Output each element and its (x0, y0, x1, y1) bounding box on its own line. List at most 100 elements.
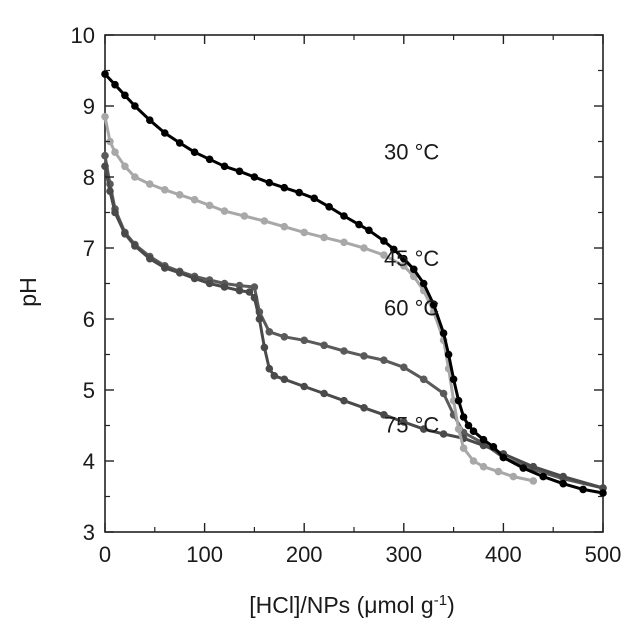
data-point (236, 168, 244, 176)
data-point (101, 152, 109, 160)
data-point (445, 351, 453, 359)
data-point (176, 269, 184, 277)
data-point (500, 454, 508, 462)
data-point (325, 203, 333, 211)
y-axis-label: pH (15, 277, 41, 306)
data-point (106, 187, 114, 195)
annotation-layer: 30 °C45 °C60 °C75 °C (384, 139, 439, 437)
data-point (400, 364, 408, 372)
data-point (121, 92, 129, 100)
data-point (256, 315, 264, 323)
data-point (111, 81, 119, 89)
series-0 (101, 70, 607, 497)
data-point (295, 189, 303, 197)
data-point (246, 288, 254, 296)
data-point (176, 139, 184, 147)
y-tick-label: 6 (83, 307, 95, 332)
y-tick-label: 7 (83, 236, 95, 261)
data-point (579, 486, 587, 494)
data-point (480, 436, 488, 444)
data-point (281, 223, 289, 231)
data-point (340, 397, 348, 405)
data-point (191, 148, 199, 156)
data-point (146, 255, 154, 263)
data-point (455, 425, 463, 433)
x-axis-label-main: [HCl]/NPs (μmol g (249, 592, 434, 618)
x-axis-label-close: ) (447, 592, 455, 618)
data-point (300, 229, 308, 237)
data-point (281, 333, 289, 341)
x-tick-label: 200 (286, 542, 323, 567)
y-tick-label: 4 (83, 449, 95, 474)
series-annotation: 60 °C (384, 295, 439, 320)
data-point (266, 328, 274, 336)
data-point (191, 275, 199, 283)
data-point (146, 116, 154, 124)
data-point (206, 156, 214, 164)
data-point (101, 163, 109, 171)
data-point (520, 464, 528, 472)
x-tick-label: 300 (385, 542, 422, 567)
data-point (320, 390, 328, 398)
data-point (530, 463, 538, 471)
data-point (460, 444, 468, 452)
y-tick-label: 3 (83, 520, 95, 545)
data-point (420, 280, 428, 288)
y-tick-label: 10 (71, 23, 95, 48)
y-tick-label: 8 (83, 165, 95, 190)
data-point (360, 352, 368, 360)
series-line (105, 166, 603, 488)
data-point (176, 191, 184, 199)
y-tick-label: 9 (83, 94, 95, 119)
data-point (530, 477, 538, 485)
series-line (105, 156, 603, 488)
data-point (101, 113, 109, 121)
x-tick-label: 400 (485, 542, 522, 567)
data-point (440, 390, 448, 398)
data-point (271, 372, 279, 380)
data-point (266, 365, 274, 373)
data-point (206, 202, 214, 210)
data-point (559, 473, 567, 481)
data-point (131, 242, 139, 250)
data-point (450, 376, 458, 384)
series-annotation: 75 °C (384, 413, 439, 438)
data-point (360, 244, 368, 252)
y-tick-label: 5 (83, 378, 95, 403)
data-point (490, 443, 498, 451)
axes-layer: 0100200300400500345678910 (71, 23, 622, 567)
data-point (101, 70, 109, 78)
data-point (340, 347, 348, 355)
data-point (599, 489, 607, 497)
x-tick-label: 500 (585, 542, 622, 567)
x-tick-label: 0 (99, 542, 111, 567)
data-point (380, 356, 388, 364)
data-point (161, 186, 169, 194)
x-axis-label: [HCl]/NPs (μmol g-1) (249, 592, 455, 619)
data-point (440, 430, 448, 438)
data-point (251, 294, 259, 302)
data-point (221, 163, 229, 171)
data-point (251, 173, 259, 181)
series-3 (101, 163, 607, 492)
data-point (281, 376, 289, 384)
data-point (355, 221, 363, 229)
data-point (300, 337, 308, 345)
data-point (380, 237, 388, 245)
data-point (266, 179, 274, 187)
data-point (495, 468, 503, 476)
data-point (161, 129, 169, 137)
data-point (121, 230, 129, 238)
data-point (320, 234, 328, 242)
data-point (261, 217, 269, 225)
series-line (105, 74, 603, 493)
data-point (510, 473, 518, 481)
series-annotation: 45 °C (384, 246, 439, 271)
data-point (455, 397, 463, 405)
data-point (191, 196, 199, 204)
plot-area (105, 35, 603, 532)
data-point (261, 344, 269, 352)
series-2 (101, 152, 607, 492)
data-point (559, 480, 567, 488)
data-point (131, 173, 139, 181)
